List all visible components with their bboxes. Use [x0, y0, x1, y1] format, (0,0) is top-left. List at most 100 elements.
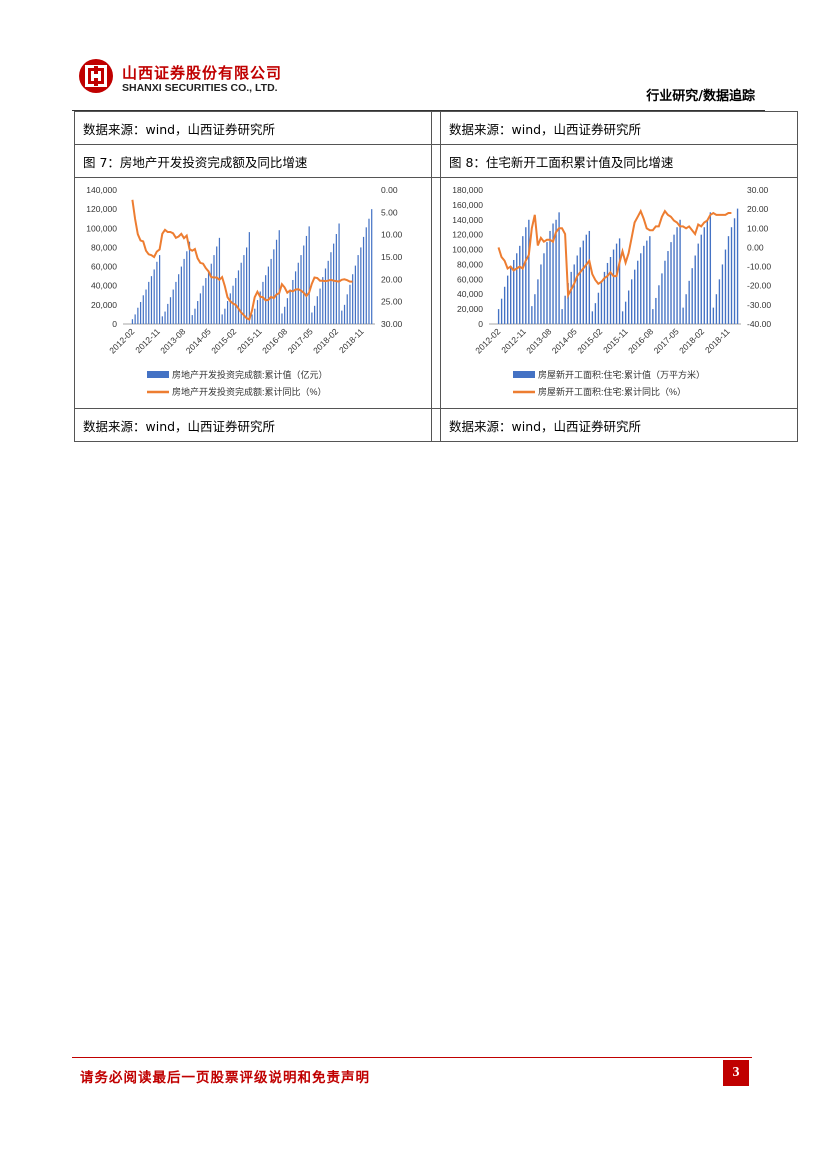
bar	[564, 295, 566, 324]
bar	[709, 212, 712, 324]
bar	[267, 266, 269, 324]
bar	[585, 234, 587, 324]
bar	[597, 292, 600, 324]
bar	[229, 293, 231, 324]
bar	[313, 305, 316, 324]
bar	[371, 209, 373, 324]
bar	[305, 235, 308, 324]
bar	[251, 314, 253, 324]
bar	[349, 284, 351, 324]
bar	[164, 311, 166, 324]
bar	[549, 230, 551, 324]
bar	[594, 303, 597, 324]
bar	[226, 301, 229, 324]
bar	[303, 245, 305, 324]
bar	[365, 227, 367, 324]
bar	[643, 245, 645, 324]
y-right-tick-label: -40.00	[747, 319, 771, 329]
y-right-tick-label: 20.00	[381, 274, 403, 284]
bar	[327, 260, 329, 324]
bar	[275, 239, 278, 324]
report-section-title: 行业研究/数据追踪	[646, 89, 755, 104]
bar	[194, 308, 196, 324]
footer-divider	[72, 1057, 752, 1058]
bar	[513, 259, 515, 324]
bar	[540, 264, 542, 324]
y-left-tick-label: 0	[112, 319, 117, 329]
y-right-tick-label: 0.00	[381, 185, 398, 195]
x-tick-label: 2014-05	[550, 326, 579, 355]
y-right-tick-label: 0.00	[747, 242, 764, 252]
y-left-tick-label: 80,000	[91, 242, 117, 252]
bar	[567, 283, 569, 324]
disclaimer-text: 请务必阅读最后一页股票评级说明和免责声明	[80, 1070, 370, 1086]
figure-7-chart: 0 20,000 40,000 60,000 80,000 100,000 120,000 1…	[75, 178, 430, 408]
bar	[292, 279, 294, 324]
bar	[248, 232, 250, 324]
y-right-tick-label: 10.00	[381, 230, 403, 240]
x-tick-label: 2016-08	[260, 326, 289, 355]
x-tick-label: 2018-11	[337, 326, 366, 355]
bar	[368, 218, 370, 324]
bar	[655, 297, 657, 324]
y-left-tick-label: 20,000	[457, 304, 483, 314]
bar	[362, 236, 365, 324]
bar	[156, 261, 158, 324]
bar	[573, 264, 575, 324]
bar	[207, 270, 210, 324]
bar	[297, 262, 299, 324]
bar	[169, 297, 172, 324]
bar	[150, 276, 153, 324]
bar	[534, 294, 536, 324]
legend-label: 房屋新开工面积:住宅:累计同比（%）	[538, 386, 686, 397]
y-right-tick-label: -10.00	[747, 262, 771, 272]
bar	[679, 219, 681, 324]
y-left-tick-label: 120,000	[86, 204, 117, 214]
legend-swatch-bar	[147, 371, 169, 378]
bar	[319, 288, 321, 324]
bar	[148, 281, 150, 324]
bar	[137, 307, 139, 324]
bar	[191, 315, 193, 324]
bar	[667, 251, 669, 324]
y-right-tick-label: 30.00	[381, 319, 403, 329]
bar	[322, 277, 324, 324]
bar	[658, 285, 660, 324]
legend-swatch-bar	[513, 371, 535, 378]
figure-8-chart: 0 20,000 40,000 60,000 80,000 100,000 120,000 1…	[441, 178, 796, 408]
company-logo	[79, 59, 113, 93]
header-divider	[72, 110, 765, 111]
bar	[522, 236, 524, 324]
bar	[537, 279, 539, 324]
bar	[673, 234, 675, 324]
bar	[528, 219, 530, 324]
bar	[561, 309, 563, 324]
bar	[278, 230, 280, 324]
bar	[612, 249, 615, 324]
figure-8-caption: 图 8：住宅新开工面积累计值及同比增速	[440, 144, 798, 178]
bar	[352, 274, 354, 324]
bar	[555, 219, 557, 324]
bar	[712, 307, 715, 324]
bar	[172, 289, 174, 324]
bar	[221, 314, 223, 324]
bar	[685, 294, 687, 324]
bar	[618, 238, 621, 324]
bar	[576, 255, 578, 324]
x-tick-label: 2018-02	[311, 326, 340, 355]
bar	[718, 279, 721, 324]
bar	[311, 312, 313, 324]
y-left-tick-label: 140,000	[86, 185, 117, 195]
x-tick-label: 2012-11	[133, 326, 162, 355]
bar	[330, 252, 332, 324]
y-right-tick-label: 30.00	[747, 185, 769, 195]
bar	[733, 218, 736, 324]
x-tick-label: 2015-11	[235, 326, 264, 355]
bar	[546, 242, 548, 324]
bar	[142, 295, 144, 324]
bar	[694, 255, 696, 324]
x-tick-label: 2014-05	[184, 326, 213, 355]
bar	[273, 249, 275, 324]
y-left-tick-label: 140,000	[452, 215, 483, 225]
bar	[197, 301, 199, 324]
